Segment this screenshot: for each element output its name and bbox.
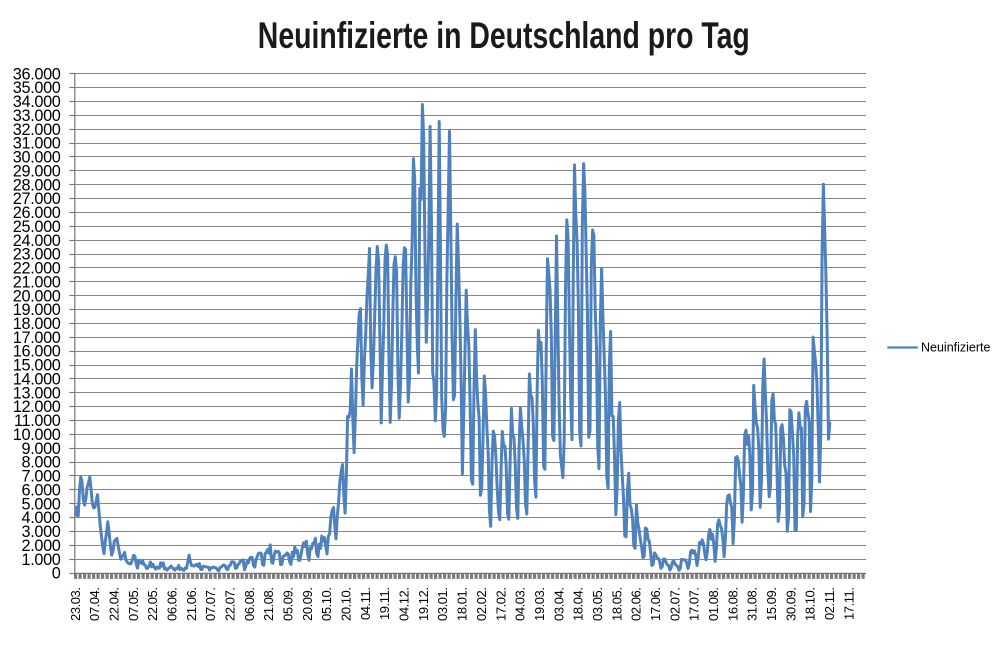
svg-text:23.000: 23.000: [13, 246, 61, 264]
svg-text:15.09.: 15.09.: [764, 588, 779, 621]
svg-text:22.04.: 22.04.: [107, 588, 122, 621]
svg-text:16.000: 16.000: [13, 343, 61, 361]
svg-text:17.02.: 17.02.: [493, 588, 508, 621]
svg-text:22.000: 22.000: [13, 260, 61, 278]
svg-text:02.07.: 02.07.: [667, 588, 682, 621]
svg-text:22.07.: 22.07.: [223, 588, 238, 621]
svg-text:23.03.: 23.03.: [68, 588, 83, 621]
svg-text:16.08.: 16.08.: [725, 588, 740, 621]
svg-text:9.000: 9.000: [22, 440, 61, 458]
svg-text:26.000: 26.000: [13, 204, 61, 222]
svg-text:4.000: 4.000: [22, 509, 61, 527]
svg-text:07.07.: 07.07.: [203, 588, 218, 621]
svg-text:25.000: 25.000: [13, 218, 61, 236]
svg-text:06.08.: 06.08.: [242, 588, 257, 621]
svg-text:04.03.: 04.03.: [513, 588, 528, 621]
svg-text:03.05.: 03.05.: [590, 588, 605, 621]
svg-text:18.04.: 18.04.: [571, 588, 586, 621]
svg-text:Neuinfizierte in Deutschland p: Neuinfizierte in Deutschland pro Tag: [258, 15, 750, 56]
svg-text:02.06.: 02.06.: [629, 588, 644, 621]
svg-text:22.05.: 22.05.: [145, 588, 160, 621]
svg-text:18.01.: 18.01.: [455, 588, 470, 621]
svg-text:0: 0: [52, 565, 61, 583]
svg-text:31.000: 31.000: [13, 135, 61, 153]
svg-text:1.000: 1.000: [22, 551, 61, 569]
svg-text:18.10.: 18.10.: [803, 588, 818, 621]
svg-text:11.000: 11.000: [14, 412, 61, 430]
svg-text:15.000: 15.000: [13, 357, 61, 375]
svg-text:02.02.: 02.02.: [474, 588, 489, 621]
svg-text:36.000: 36.000: [13, 65, 61, 83]
svg-text:12.000: 12.000: [13, 398, 61, 416]
svg-text:19.12.: 19.12.: [416, 588, 431, 621]
svg-text:05.09.: 05.09.: [281, 588, 296, 621]
svg-text:18.05.: 18.05.: [609, 588, 624, 621]
svg-text:27.000: 27.000: [13, 190, 61, 208]
svg-text:Neuinfizierte: Neuinfizierte: [921, 341, 991, 355]
svg-text:2.000: 2.000: [22, 537, 61, 555]
svg-text:19.11.: 19.11.: [377, 588, 392, 620]
svg-text:30.000: 30.000: [13, 149, 61, 167]
svg-text:14.000: 14.000: [13, 371, 61, 389]
svg-text:03.04.: 03.04.: [551, 588, 566, 621]
svg-text:17.11.: 17.11.: [841, 588, 856, 620]
svg-text:07.04.: 07.04.: [87, 588, 102, 621]
svg-text:03.01.: 03.01.: [435, 588, 450, 621]
svg-text:05.10.: 05.10.: [319, 588, 334, 621]
svg-text:04.12.: 04.12.: [397, 588, 412, 621]
svg-text:33.000: 33.000: [13, 107, 61, 125]
svg-text:31.08.: 31.08.: [745, 588, 760, 621]
svg-text:17.000: 17.000: [13, 329, 61, 347]
svg-text:7.000: 7.000: [22, 468, 61, 486]
svg-text:19.000: 19.000: [13, 301, 61, 319]
svg-text:34.000: 34.000: [13, 93, 61, 111]
svg-text:06.06.: 06.06.: [165, 588, 180, 621]
svg-text:20.10.: 20.10.: [339, 588, 354, 621]
svg-text:35.000: 35.000: [13, 79, 61, 97]
svg-text:10.000: 10.000: [13, 426, 61, 444]
svg-text:30.09.: 30.09.: [783, 588, 798, 621]
svg-text:20.000: 20.000: [13, 287, 61, 305]
svg-text:24.000: 24.000: [13, 232, 61, 250]
svg-text:32.000: 32.000: [13, 121, 61, 139]
svg-text:18.000: 18.000: [13, 315, 61, 333]
svg-text:02.11.: 02.11.: [822, 588, 837, 620]
svg-text:07.05.: 07.05.: [126, 588, 141, 621]
svg-text:28.000: 28.000: [13, 176, 61, 194]
svg-text:21.08.: 21.08.: [261, 588, 276, 621]
svg-text:3.000: 3.000: [22, 523, 61, 541]
svg-text:8.000: 8.000: [22, 454, 61, 472]
svg-text:21.06.: 21.06.: [184, 588, 199, 621]
svg-text:17.07.: 17.07.: [687, 588, 702, 621]
svg-text:01.08.: 01.08.: [706, 588, 721, 621]
svg-text:21.000: 21.000: [13, 273, 61, 291]
svg-text:17.06.: 17.06.: [648, 588, 663, 621]
svg-text:19.03.: 19.03.: [532, 588, 547, 621]
svg-text:6.000: 6.000: [22, 482, 61, 500]
svg-text:04.11.: 04.11.: [358, 588, 373, 620]
svg-text:20.09.: 20.09.: [300, 588, 315, 621]
svg-text:13.000: 13.000: [13, 384, 61, 402]
svg-text:5.000: 5.000: [22, 495, 61, 513]
svg-text:29.000: 29.000: [13, 162, 61, 180]
